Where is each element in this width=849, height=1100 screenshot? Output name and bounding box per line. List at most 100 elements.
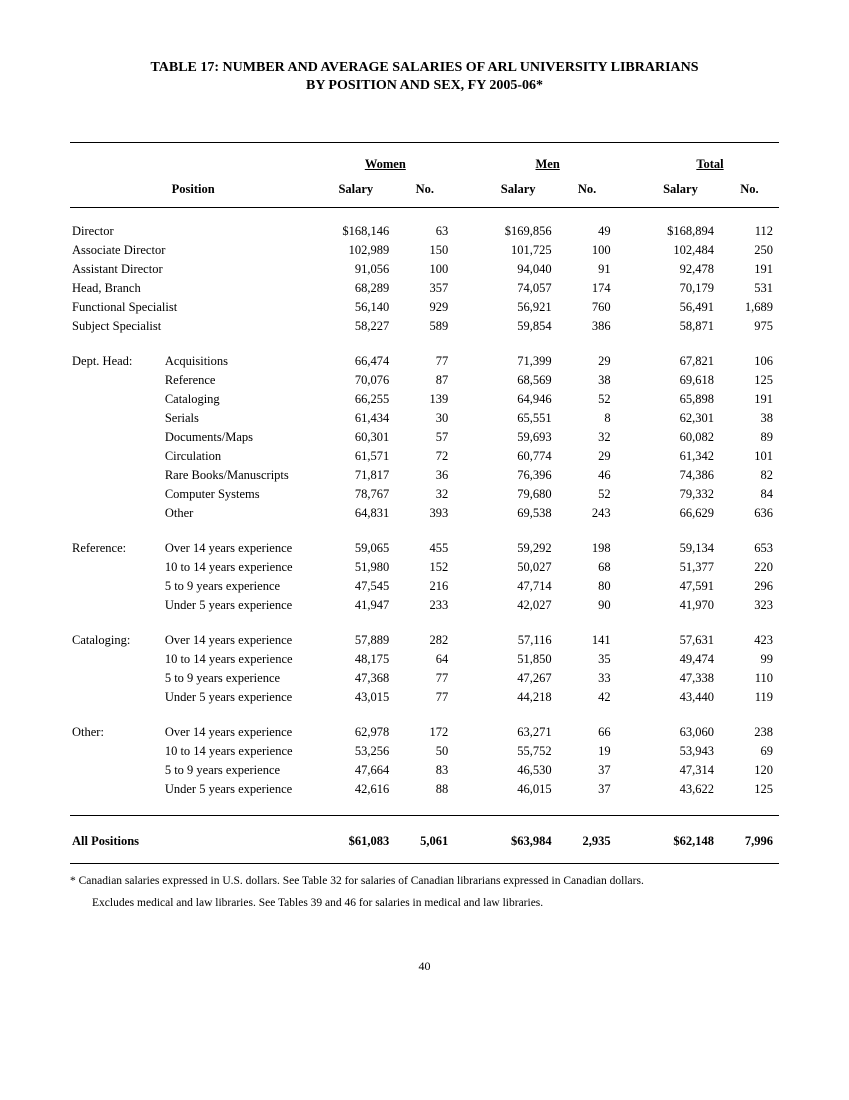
cell-women-no: 929 xyxy=(395,298,454,317)
cell-men-salary: 65,551 xyxy=(479,409,558,428)
cell-men-salary: $63,984 xyxy=(479,820,558,864)
header-position: Position xyxy=(70,180,316,208)
cell-men-salary: 44,218 xyxy=(479,688,558,707)
cell-women-no: 282 xyxy=(395,631,454,650)
footnote-line1: * Canadian salaries expressed in U.S. do… xyxy=(70,868,779,890)
row-label: Associate Director xyxy=(70,241,316,260)
cell-women-salary: $61,083 xyxy=(316,820,395,864)
cell-total-no: 69 xyxy=(720,742,779,761)
cell-total-no: 531 xyxy=(720,279,779,298)
cell-total-no: 101 xyxy=(720,447,779,466)
row-label: Head, Branch xyxy=(70,279,316,298)
cell-total-no: 296 xyxy=(720,577,779,596)
cell-total-no: 125 xyxy=(720,780,779,799)
row-label: Computer Systems xyxy=(159,485,317,504)
cell-total-no: 250 xyxy=(720,241,779,260)
cell-total-salary: 74,386 xyxy=(641,466,720,485)
cell-men-salary: 64,946 xyxy=(479,390,558,409)
row-label: Over 14 years experience xyxy=(159,631,317,650)
cell-total-no: 120 xyxy=(720,761,779,780)
cell-men-no: 19 xyxy=(558,742,617,761)
cell-women-salary: 56,140 xyxy=(316,298,395,317)
cell-women-salary: 78,767 xyxy=(316,485,395,504)
cell-men-no: 42 xyxy=(558,688,617,707)
row-label: Under 5 years experience xyxy=(159,688,317,707)
cell-total-salary: $168,894 xyxy=(641,222,720,241)
header-salary: Salary xyxy=(479,180,558,208)
table-subtitle: BY POSITION AND SEX, FY 2005-06* xyxy=(70,78,779,94)
cell-men-salary: 57,116 xyxy=(479,631,558,650)
cell-total-salary: 92,478 xyxy=(641,260,720,279)
cell-women-no: 63 xyxy=(395,222,454,241)
group-label: Reference: xyxy=(70,539,159,558)
cell-men-no: 2,935 xyxy=(558,820,617,864)
cell-women-salary: 61,571 xyxy=(316,447,395,466)
row-label: 5 to 9 years experience xyxy=(159,669,317,688)
totals-label: All Positions xyxy=(70,820,316,864)
row-label: Functional Specialist xyxy=(70,298,316,317)
row-label: Rare Books/Manuscripts xyxy=(159,466,317,485)
cell-total-no: 191 xyxy=(720,390,779,409)
cell-women-salary: 41,947 xyxy=(316,596,395,615)
cell-total-no: 191 xyxy=(720,260,779,279)
cell-women-no: 589 xyxy=(395,317,454,336)
cell-total-salary: 56,491 xyxy=(641,298,720,317)
cell-total-no: 238 xyxy=(720,723,779,742)
cell-total-salary: 66,629 xyxy=(641,504,720,523)
cell-total-salary: 69,618 xyxy=(641,371,720,390)
cell-total-salary: 53,943 xyxy=(641,742,720,761)
cell-men-no: 760 xyxy=(558,298,617,317)
cell-women-salary: 71,817 xyxy=(316,466,395,485)
cell-men-no: 29 xyxy=(558,447,617,466)
cell-total-salary: 67,821 xyxy=(641,352,720,371)
cell-men-salary: 71,399 xyxy=(479,352,558,371)
cell-total-salary: 43,622 xyxy=(641,780,720,799)
cell-women-salary: 42,616 xyxy=(316,780,395,799)
cell-men-salary: 79,680 xyxy=(479,485,558,504)
cell-men-salary: 60,774 xyxy=(479,447,558,466)
cell-men-no: 35 xyxy=(558,650,617,669)
cell-total-salary: 51,377 xyxy=(641,558,720,577)
cell-men-no: 52 xyxy=(558,485,617,504)
cell-men-salary: 56,921 xyxy=(479,298,558,317)
footnote-line2: Excludes medical and law libraries. See … xyxy=(70,890,779,912)
cell-total-no: 82 xyxy=(720,466,779,485)
group-label: Dept. Head: xyxy=(70,352,159,371)
cell-men-no: 386 xyxy=(558,317,617,336)
cell-women-salary: 66,474 xyxy=(316,352,395,371)
cell-women-no: 88 xyxy=(395,780,454,799)
row-label: Under 5 years experience xyxy=(159,596,317,615)
table-title: TABLE 17: NUMBER AND AVERAGE SALARIES OF… xyxy=(70,60,779,76)
cell-total-no: 1,689 xyxy=(720,298,779,317)
cell-men-salary: 74,057 xyxy=(479,279,558,298)
row-label: 10 to 14 years experience xyxy=(159,742,317,761)
header-salary: Salary xyxy=(316,180,395,208)
cell-women-salary: 60,301 xyxy=(316,428,395,447)
cell-women-no: 32 xyxy=(395,485,454,504)
cell-men-salary: 47,714 xyxy=(479,577,558,596)
cell-men-no: 46 xyxy=(558,466,617,485)
cell-total-salary: 47,591 xyxy=(641,577,720,596)
header-men: Men xyxy=(479,147,617,180)
cell-women-salary: 70,076 xyxy=(316,371,395,390)
row-label: 10 to 14 years experience xyxy=(159,558,317,577)
cell-women-salary: 66,255 xyxy=(316,390,395,409)
row-label: Director xyxy=(70,222,316,241)
cell-women-no: 57 xyxy=(395,428,454,447)
cell-men-no: 91 xyxy=(558,260,617,279)
group-label: Cataloging: xyxy=(70,631,159,650)
cell-total-salary: 47,314 xyxy=(641,761,720,780)
cell-men-no: 198 xyxy=(558,539,617,558)
cell-total-no: 84 xyxy=(720,485,779,504)
cell-men-salary: 46,530 xyxy=(479,761,558,780)
cell-men-no: 100 xyxy=(558,241,617,260)
cell-women-no: 36 xyxy=(395,466,454,485)
cell-women-salary: 68,289 xyxy=(316,279,395,298)
cell-total-no: 653 xyxy=(720,539,779,558)
group-label: Other: xyxy=(70,723,159,742)
header-salary: Salary xyxy=(641,180,720,208)
cell-total-salary: 49,474 xyxy=(641,650,720,669)
row-label: Other xyxy=(159,504,317,523)
row-label: Assistant Director xyxy=(70,260,316,279)
cell-women-no: 77 xyxy=(395,669,454,688)
